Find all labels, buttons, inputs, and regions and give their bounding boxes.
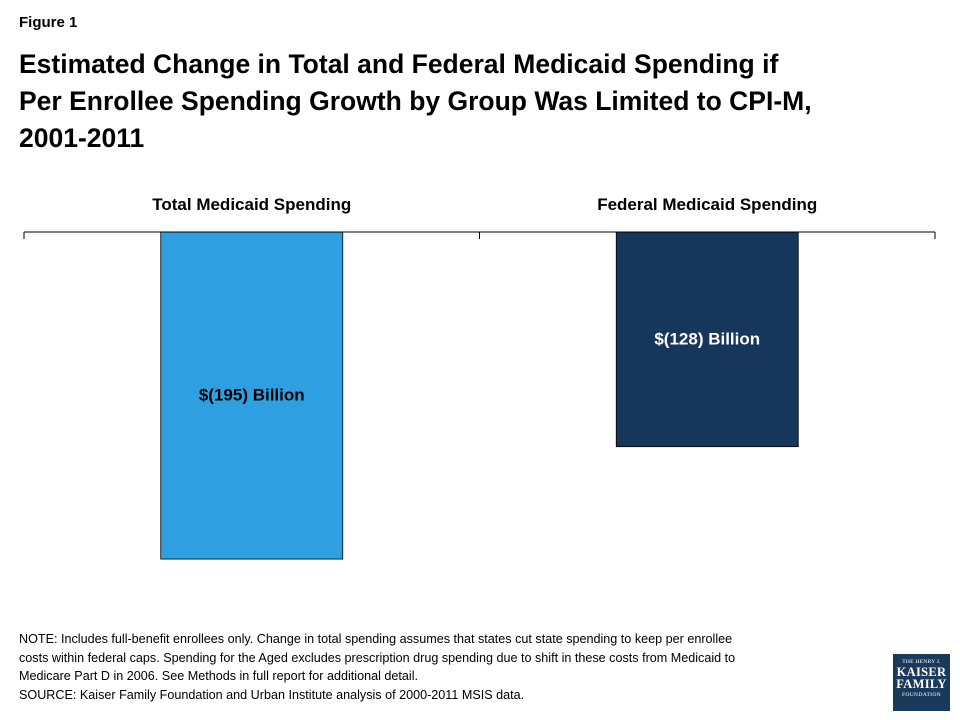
bar-chart: Total Medicaid Spending $(195) Billion Fed…: [23, 195, 936, 560]
chart-title-line: Per Enrollee Spending Growth by Group Wa…: [19, 86, 812, 116]
logo-line: THE HENRY J.: [902, 659, 941, 665]
figure-label: Figure 1: [19, 14, 78, 31]
logo-line: FOUNDATION: [901, 692, 942, 698]
chart-title: Estimated Change in Total and Federal Me…: [19, 46, 919, 157]
note-line: costs within federal caps. Spending for …: [19, 650, 736, 665]
data-label: $(128) Billion: [654, 329, 760, 348]
chart-title-line: Estimated Change in Total and Federal Me…: [19, 49, 779, 79]
data-label: $(195) Billion: [199, 386, 305, 405]
logo-line: KAISER: [896, 665, 947, 679]
category-label: Federal Medicaid Spending: [597, 195, 817, 214]
note-line: NOTE: Includes full-benefit enrollees on…: [19, 632, 733, 646]
chart-title-line: 2001-2011: [19, 123, 145, 153]
bar: [160, 231, 344, 560]
source-line: SOURCE: Kaiser Family Foundation and Urb…: [19, 687, 525, 702]
category-label: Total Medicaid Spending: [152, 195, 351, 214]
bar: [615, 231, 799, 448]
kff-logo: THE HENRY J. KAISER FAMILY FOUNDATION: [893, 654, 950, 711]
notes: NOTE: Includes full-benefit enrollees on…: [19, 630, 869, 704]
logo-line: FAMILY: [896, 677, 947, 691]
note-line: Medicare Part D in 2006. See Methods in …: [19, 669, 419, 683]
